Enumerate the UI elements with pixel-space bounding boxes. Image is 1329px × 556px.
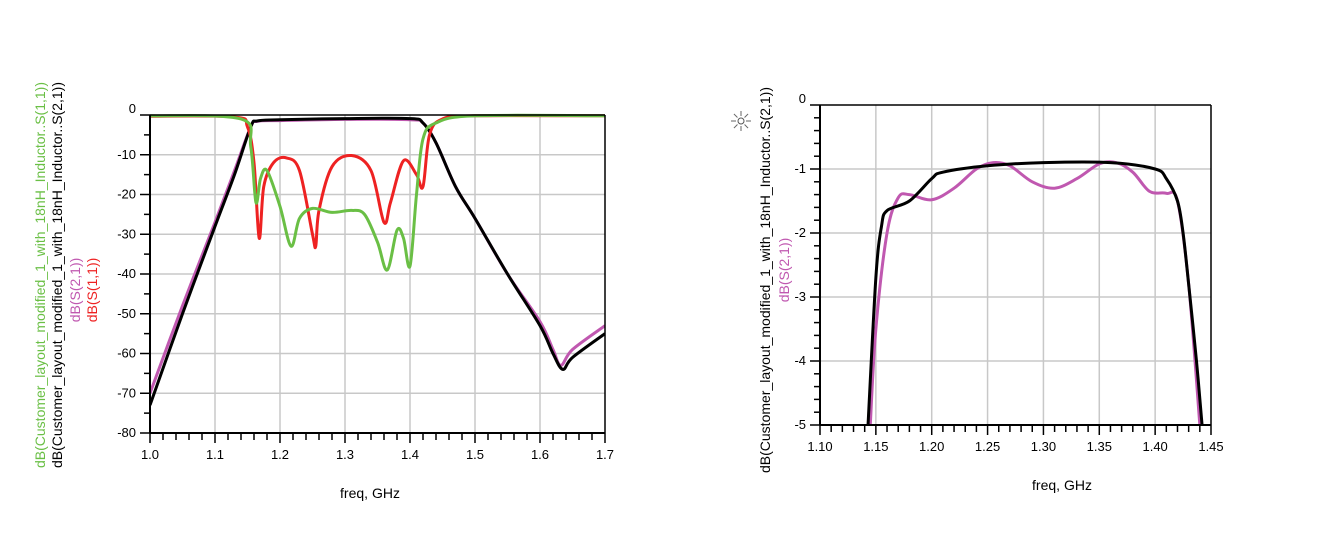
y-axis-label: dB(Customer_layout_modified_1_with_18nH_… <box>49 82 65 468</box>
x-tick-label: 1.0 <box>141 447 159 462</box>
x-tick-label: 1.7 <box>596 447 614 462</box>
x-tick-label: 1.10 <box>807 439 832 454</box>
y-axis-label: dB(S(2,1)) <box>776 238 792 303</box>
x-axis-label: freq, GHz <box>1032 477 1092 493</box>
y-tick-label: -60 <box>117 346 136 361</box>
x-tick-label: 1.40 <box>1142 439 1167 454</box>
x-tick-label: 1.6 <box>531 447 549 462</box>
y-tick-label: -2 <box>794 225 806 240</box>
y-axis-label: dB(Customer_layout_modified_1_with_18nH_… <box>757 87 773 473</box>
x-tick-label: 1.3 <box>336 447 354 462</box>
series-line-2 <box>866 160 1204 425</box>
x-tick-label: 1.2 <box>271 447 289 462</box>
y-axis-label: dB(S(2,1)) <box>67 258 83 323</box>
chart-1: 1.0 1.1 1.2 1.3 1.4 1.5 1.6 1.7 0 -10 -20 -30 -40 -50… <box>32 82 614 501</box>
edge-cover <box>1300 430 1329 470</box>
y-tick-label: -70 <box>117 385 136 400</box>
series-line-1 <box>150 117 605 394</box>
y-axis-label: dB(Customer_layout_modified_1_with_18nH_… <box>32 82 48 468</box>
x-tick-label: 1.45 <box>1198 439 1223 454</box>
y-tick-label: -4 <box>794 353 806 368</box>
y-tick-label: -10 <box>117 147 136 162</box>
y-tick-label: 0 <box>129 101 136 116</box>
y-tick-label: -30 <box>117 226 136 241</box>
x-tick-label: 1.5 <box>466 447 484 462</box>
x-tick-label: 1.4 <box>401 447 419 462</box>
series-line-2 <box>150 116 605 406</box>
x-tick-label: 1.35 <box>1087 439 1112 454</box>
x-tick-label: 1.25 <box>975 439 1000 454</box>
series-line-4 <box>150 113 605 272</box>
y-tick-label: -20 <box>117 187 136 202</box>
x-tick-label: 1.1 <box>206 447 224 462</box>
x-axis-label: freq, GHz <box>340 485 400 501</box>
y-tick-label: -3 <box>794 289 806 304</box>
y-tick-label: -5 <box>794 417 806 432</box>
y-axis-label: dB(S(1,1)) <box>84 258 100 323</box>
y-tick-label: -50 <box>117 306 136 321</box>
x-tick-label: 1.20 <box>919 439 944 454</box>
sun-icon <box>731 111 751 131</box>
x-tick-label: 1.15 <box>863 439 888 454</box>
series-line-3 <box>150 114 605 250</box>
series-line-1 <box>868 160 1202 425</box>
x-tick-label: 1.30 <box>1031 439 1056 454</box>
y-tick-label: 0 <box>799 91 806 106</box>
y-tick-label: -1 <box>794 161 806 176</box>
y-tick-label: -40 <box>117 266 136 281</box>
chart-2: 1.10 1.15 1.20 1.25 1.30 1.35 1.40 1.45 0 -1 -2 -3 -… <box>731 87 1224 493</box>
y-tick-label: -80 <box>117 425 136 440</box>
